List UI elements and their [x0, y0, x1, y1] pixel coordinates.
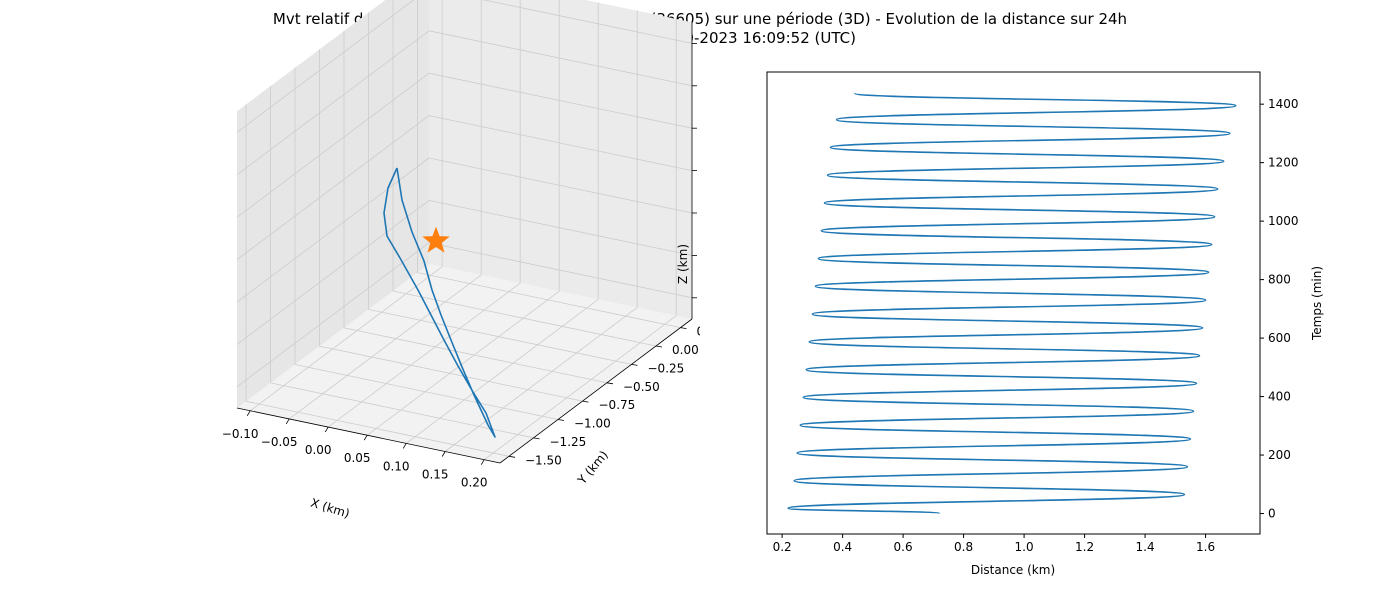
- grid-line-z-left: [236, 157, 430, 303]
- grid-line-z-left: [236, 72, 430, 218]
- grid-line-x-floor: [288, 274, 482, 420]
- grid-line-x-floor: [366, 290, 560, 436]
- y-tick-mark-3d: [533, 437, 540, 440]
- grid-line-z-back: [428, 157, 693, 214]
- x-tick-label: 1.4: [1136, 540, 1155, 554]
- grid-line-z-left: [236, 200, 430, 345]
- y-tick-label: 400: [1268, 390, 1291, 404]
- x-tick-label-3d: 0.20: [461, 476, 488, 490]
- x-tick-label-3d: 0.00: [305, 443, 332, 457]
- grid-line-x-floor: [483, 315, 677, 461]
- x-tick-mark-3d: [246, 410, 251, 417]
- back-pane: [429, 0, 692, 319]
- grid-line-x-floor: [249, 266, 443, 412]
- y-axis-line: [499, 318, 693, 464]
- left-pane: [237, 0, 429, 408]
- x-tick-label: 1.6: [1196, 540, 1215, 554]
- x-tick-label: 0.6: [894, 540, 913, 554]
- y-tick-label: 200: [1268, 448, 1291, 462]
- x-tick-label-3d: −0.05: [261, 435, 298, 449]
- axes-3d: −0.10−0.05 0.00 0.05 0.10 0.15 0.20 −1.50 −1.25…: [222, 22, 700, 490]
- y-tick-label: 1000: [1268, 214, 1299, 228]
- grid-line-y-floor: [392, 290, 657, 347]
- grid-line-z-back: [428, 72, 693, 129]
- trajectory-line: [383, 167, 496, 438]
- x-tick-label-3d: 0.15: [422, 468, 449, 482]
- x-tick-label-3d: 0.05: [344, 451, 371, 465]
- y-tick-label: 1200: [1268, 156, 1299, 170]
- x-tick-mark-3d: [480, 459, 485, 465]
- x-axis-line: [236, 407, 501, 464]
- distance-series-line: [787, 92, 1237, 515]
- grid-line-x-floor: [444, 307, 638, 452]
- y-tick-label-3d: −0.25: [648, 361, 685, 375]
- y-tick-label-3d: −1.00: [574, 417, 611, 431]
- x-axis-label-2d: Distance (km): [971, 563, 1055, 577]
- x-tick-label: 0.4: [833, 540, 852, 554]
- y-tick-label-3d: −1.50: [525, 453, 562, 467]
- y-tick-mark-3d: [557, 419, 565, 421]
- y-tick-label: 800: [1268, 273, 1291, 287]
- plot-2d: [787, 92, 1237, 515]
- y-tick-mark-3d: [606, 382, 614, 385]
- grid-line-y-floor: [319, 345, 583, 402]
- x-tick-mark-3d: [363, 434, 368, 441]
- plot-3d: [383, 167, 496, 438]
- origin-star-marker: [422, 226, 450, 253]
- grid-line-z-back: [428, 242, 693, 299]
- grid-line-y-floor: [343, 327, 608, 384]
- grid-line-x-floor: [327, 282, 521, 428]
- z-axis-label: Z (km): [676, 244, 690, 284]
- y-axis-label-2d: Temps (min): [1310, 266, 1324, 341]
- grid-line-z-back: [428, 30, 693, 87]
- y-tick-label: 0: [1268, 507, 1276, 521]
- grid-line-z-left: [236, 242, 430, 388]
- y-tick-label-3d: 0.25: [697, 325, 701, 339]
- plot-area-frame: [766, 71, 1261, 535]
- grid-line-x-floor: [405, 299, 599, 444]
- pane-group: [237, 0, 692, 463]
- x-tick-mark-3d: [285, 418, 290, 425]
- x-tick-label-3d: −0.10: [222, 427, 259, 441]
- grid-line-z-left: [236, 115, 430, 260]
- y-tick-mark-3d: [508, 455, 516, 458]
- x-tick-label-3d: 0.10: [383, 459, 410, 473]
- grid-3d: [236, 0, 693, 461]
- y-tick-label: 600: [1268, 331, 1291, 345]
- y-tick-mark-3d: [582, 400, 589, 403]
- y-tick-mark-3d: [680, 327, 687, 329]
- grid-line-z-left: [236, 30, 430, 176]
- x-tick-mark-3d: [324, 426, 329, 433]
- grid-line-y-floor: [417, 272, 681, 328]
- grid-line-y-floor: [294, 364, 559, 420]
- grid-line-z-back: [428, 200, 693, 256]
- y-tick-mark-3d: [655, 345, 663, 348]
- y-tick-label-3d: 0.00: [672, 343, 699, 357]
- y-tick-label: 1400: [1268, 97, 1299, 111]
- x-tick-mark-3d: [441, 451, 446, 457]
- y-axis-label: Y (km): [574, 448, 611, 488]
- y-tick-label-3d: −1.25: [550, 435, 587, 449]
- x-axis-label: X (km): [309, 496, 351, 521]
- grid-line-z-back: [428, 115, 693, 171]
- grid-line-y-floor: [245, 400, 510, 457]
- x-tick-label: 0.8: [954, 540, 973, 554]
- floor-pane: [237, 264, 692, 463]
- axis-ticks: 0.2 0.4 0.6 0.8 1.0 1.2 1.4 1.6 0 200 400 600 800 100…: [773, 97, 1299, 554]
- y-tick-mark-3d: [631, 364, 638, 366]
- x-tick-label: 0.2: [773, 540, 792, 554]
- x-tick-label: 1.0: [1015, 540, 1034, 554]
- grid-line-z-left: [236, 0, 415, 133]
- x-tick-mark-3d: [402, 443, 407, 449]
- grid-line-z-back: [482, 0, 693, 44]
- x-tick-label: 1.2: [1075, 540, 1094, 554]
- y-tick-label-3d: −0.75: [599, 398, 636, 412]
- y-tick-label-3d: −0.50: [623, 380, 660, 394]
- grid-line-y-floor: [368, 309, 632, 365]
- chart-3d-trajectory: −0.10−0.05 0.00 0.05 0.10 0.15 0.20 −1.50 −1.25…: [222, 0, 700, 521]
